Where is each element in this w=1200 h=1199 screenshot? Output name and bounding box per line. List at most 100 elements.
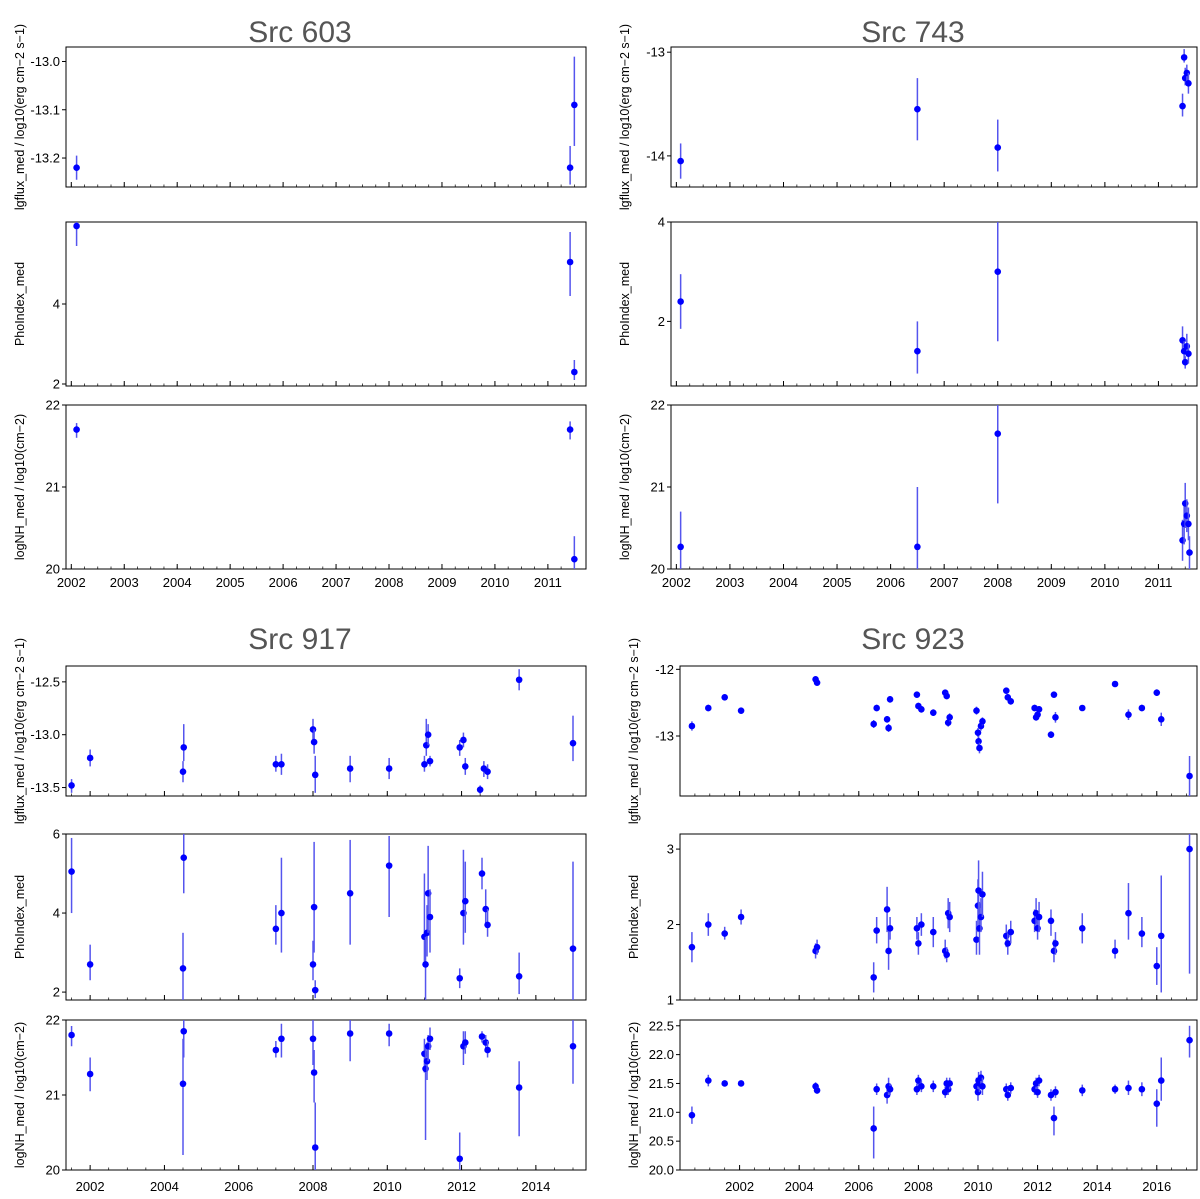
data-point [1004, 1091, 1012, 1099]
data-point [1157, 932, 1165, 940]
data-point [310, 1069, 318, 1076]
y-axis-label: PhoIndex_med [618, 262, 632, 346]
data-point [68, 868, 75, 875]
data-point [943, 692, 950, 700]
x-tick-label: 2008 [375, 575, 404, 590]
data-point [1186, 772, 1193, 780]
x-tick-label: 2012 [1023, 1179, 1052, 1194]
panel-2: 2 4 6 PhoIndex_med [13, 827, 587, 1001]
data-point [1034, 711, 1041, 718]
y-tick-label: 22 [46, 398, 60, 413]
data-point [883, 906, 891, 913]
data-points [73, 421, 578, 569]
data-point [918, 706, 925, 713]
data-point [478, 870, 486, 877]
x-tick-label: 2010 [480, 575, 509, 590]
x-tick-label: 2002 [662, 575, 691, 590]
data-point [976, 744, 983, 752]
data-point [688, 722, 696, 730]
data-point [86, 754, 94, 762]
panel-3: 2002 2003 2004 2005 2006 2007 2008 2009 2010 2011… [13, 398, 587, 590]
data-point [915, 1077, 922, 1084]
data-point [873, 1085, 880, 1093]
data-point [484, 1046, 491, 1054]
data-point [885, 947, 892, 955]
panel-frame [65, 833, 587, 1001]
data-point [1157, 1077, 1165, 1084]
y-tick-label: -13 [655, 729, 674, 744]
data-point [476, 786, 484, 793]
data-point [426, 913, 434, 921]
data-point [1035, 706, 1043, 713]
y-axis-label: logNH_med / log10(cm−2) [618, 414, 632, 560]
data-point [1186, 845, 1193, 853]
data-point [1125, 909, 1132, 917]
data-point [566, 164, 574, 171]
data-point [309, 961, 317, 968]
data-point [422, 1065, 429, 1073]
data-point [310, 903, 318, 911]
data-point [1035, 1077, 1043, 1084]
y-axis-label: lgflux_med / log10(erg cm−2 s−1) [13, 638, 27, 824]
chart-title: Src 743 [861, 16, 964, 49]
data-point [456, 1155, 464, 1163]
x-tick-label: 2004 [163, 575, 192, 590]
data-point [1125, 711, 1132, 718]
data-points [68, 834, 577, 1000]
panel-3: 2002 2004 2006 2008 2010 2012 2014 2016 20.0 20.5… [627, 1018, 1198, 1194]
data-point [1004, 940, 1012, 947]
data-point [1153, 1100, 1161, 1107]
data-point [813, 1087, 821, 1094]
data-point [677, 157, 684, 165]
data-point [886, 925, 894, 932]
data-point [1138, 1085, 1146, 1093]
data-point [385, 862, 393, 869]
data-point [86, 961, 94, 968]
y-tick-label: 22.5 [649, 1018, 674, 1033]
data-point [885, 724, 892, 732]
data-points [688, 834, 1193, 993]
data-point [1034, 925, 1041, 932]
y-tick-label: -14 [646, 148, 665, 163]
data-point [1002, 687, 1010, 694]
data-point [478, 1033, 486, 1040]
data-point [1052, 1088, 1059, 1096]
y-tick-label: 21.0 [649, 1105, 674, 1120]
figure-src-923: Src 923 -12 -13 lgflux_med / log10(erg cm−2… [627, 623, 1198, 1194]
x-tick-label: 2004 [150, 1179, 179, 1194]
data-point [1052, 940, 1059, 947]
panel-frame [679, 833, 1198, 1001]
x-tick-label: 2006 [224, 1179, 253, 1194]
data-point [515, 972, 523, 980]
x-tick-label: 2008 [299, 1179, 328, 1194]
x-tick-label: 2007 [930, 575, 959, 590]
panel-2: 2 4 PhoIndex_med [13, 221, 587, 392]
data-point [569, 739, 577, 747]
x-tick-label: 2008 [983, 575, 1012, 590]
data-point [309, 1035, 317, 1043]
x-tick-label: 2008 [904, 1179, 933, 1194]
data-points [68, 1020, 577, 1170]
data-point [421, 760, 428, 768]
data-point [688, 1111, 696, 1119]
y-tick-label: 21 [651, 480, 665, 495]
y-tick-label: -12.5 [30, 674, 60, 689]
y-tick-label: 20 [46, 562, 60, 577]
x-tick-label: 2011 [1144, 575, 1172, 590]
data-point [73, 426, 80, 433]
panel-frame [65, 46, 587, 188]
data-point [721, 930, 728, 937]
data-point [272, 925, 280, 933]
data-point [571, 555, 578, 563]
data-point [943, 951, 950, 959]
data-point [973, 707, 980, 714]
x-tick-label: 2002 [57, 575, 86, 590]
data-point [566, 426, 574, 433]
data-point [311, 986, 319, 994]
data-point [886, 1085, 894, 1093]
data-point [1111, 1085, 1119, 1093]
data-point [571, 368, 578, 376]
data-point [737, 1080, 745, 1087]
